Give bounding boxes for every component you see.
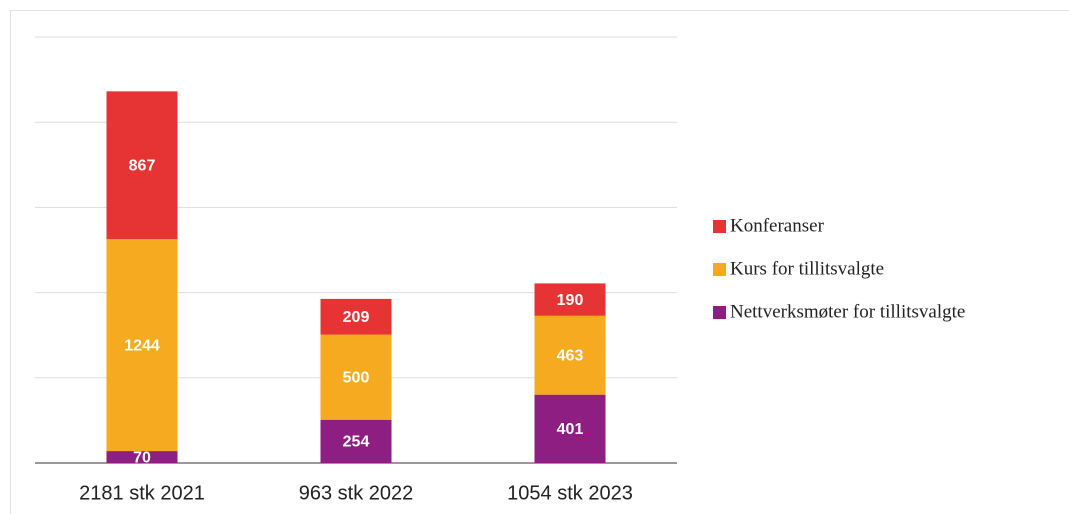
data-label: 190 — [557, 292, 584, 309]
data-label: 1244 — [124, 337, 160, 354]
bar-segment — [320, 334, 392, 420]
legend-swatch — [713, 263, 726, 276]
x-tick-label: 2181 stk 2021 — [79, 482, 205, 504]
legend-label: Konferanser — [730, 215, 825, 236]
legend-label: Nettverksmøter for tillitsvalgte — [730, 301, 965, 322]
data-label: 401 — [557, 421, 584, 438]
data-label: 254 — [343, 434, 370, 451]
bar-segment — [534, 394, 606, 463]
data-label: 500 — [343, 369, 370, 386]
data-label: 463 — [557, 347, 584, 364]
bar-segment — [106, 451, 178, 463]
legend-swatch — [713, 306, 726, 319]
x-tick-label: 963 stk 2022 — [299, 482, 414, 504]
bar-segment — [106, 91, 178, 240]
data-label: 209 — [343, 309, 370, 326]
x-tick-label: 1054 stk 2023 — [507, 482, 633, 504]
data-label: 867 — [129, 157, 156, 174]
bar-segment — [534, 283, 606, 316]
bar-segment — [320, 419, 392, 463]
bar-segment — [106, 239, 178, 452]
data-label: 70 — [133, 449, 151, 466]
legend-swatch — [713, 220, 726, 233]
bar-segment — [320, 298, 392, 335]
legend-label: Kurs for tillitsvalgte — [730, 258, 884, 279]
frame — [10, 10, 1069, 514]
bar-segment — [534, 315, 606, 395]
